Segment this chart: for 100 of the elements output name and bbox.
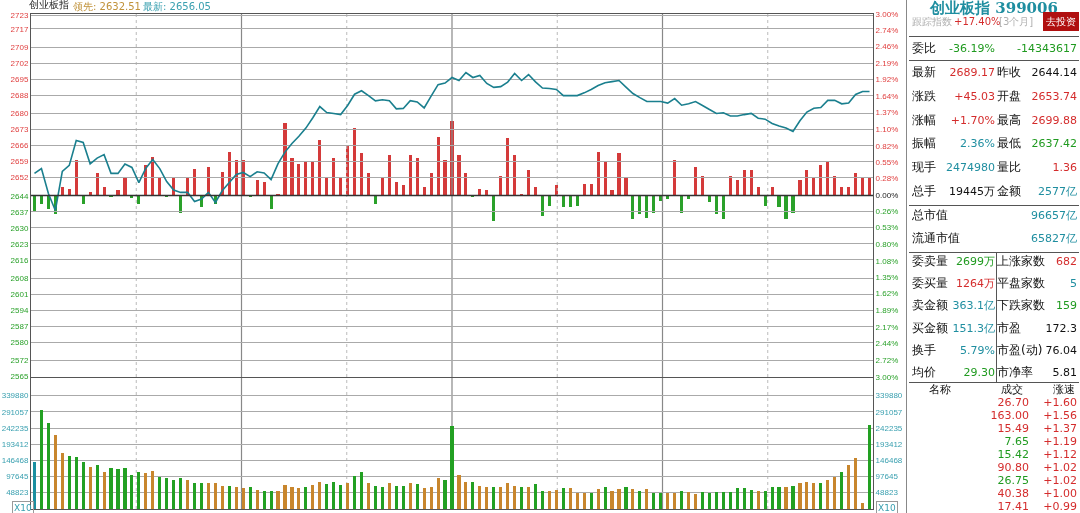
bar (457, 475, 461, 509)
bar (868, 425, 871, 509)
y-tick-label: 2608 (10, 274, 29, 283)
bar (353, 128, 356, 196)
y2-tick-label: 0.82% (875, 141, 899, 151)
bar (381, 487, 384, 509)
bar (771, 487, 774, 509)
bar (207, 483, 210, 509)
bar (576, 493, 579, 509)
bar (791, 196, 795, 213)
bar (137, 472, 140, 509)
bar (214, 483, 217, 509)
bar (722, 196, 725, 219)
y2-tick-label: 2.74% (875, 25, 899, 35)
text: 委比 (912, 41, 936, 55)
bar (374, 486, 377, 509)
y2-tick-label: 0.26% (875, 207, 899, 217)
bar (777, 196, 781, 207)
bar (562, 488, 565, 509)
bar (506, 483, 509, 509)
bar (631, 196, 634, 219)
text: 2.36% (960, 137, 995, 150)
bar (256, 490, 259, 509)
bar (604, 487, 607, 509)
bar (388, 155, 391, 196)
bar (172, 480, 175, 509)
bar (263, 491, 266, 509)
text: 委卖量 (912, 254, 948, 268)
bar (423, 488, 426, 509)
bar (590, 493, 593, 509)
bar (701, 492, 704, 509)
bar (61, 453, 64, 509)
bar (395, 486, 398, 509)
bar (617, 153, 621, 196)
text: 65827亿 (1031, 232, 1077, 245)
bar (416, 158, 419, 196)
y-tick-label: 2587 (10, 322, 29, 332)
y-tick-label: 291057 (1, 407, 29, 417)
text: 26.70 (997, 396, 1029, 409)
bar (193, 169, 196, 196)
y-tick-label: 2695 (10, 74, 29, 84)
bar (499, 487, 502, 509)
y2-tick-label: 1.64% (875, 92, 899, 102)
text: 昨收 (997, 65, 1021, 79)
bar (96, 465, 99, 509)
bar (701, 176, 704, 196)
bar (854, 173, 857, 196)
bar (819, 483, 822, 509)
bar (33, 462, 36, 509)
text: 涨幅 (912, 113, 936, 127)
bar (89, 467, 92, 509)
bar (645, 196, 648, 218)
bar (47, 196, 50, 209)
text: 最新 (912, 65, 936, 79)
y2-tick-label: 3.00% (875, 9, 899, 19)
bar (715, 196, 718, 214)
bar (687, 196, 690, 199)
y2-tick-label: 2.72% (875, 355, 899, 365)
bar (826, 162, 829, 196)
text: [3个月] (999, 15, 1034, 28)
bar (569, 488, 572, 509)
bar (270, 196, 273, 209)
text: 172.3 (1045, 322, 1077, 335)
bar (819, 165, 822, 196)
bar (137, 196, 140, 204)
bar (597, 152, 600, 196)
bar (235, 487, 238, 509)
y-tick-label: 2572 (10, 356, 29, 366)
bar (75, 160, 78, 196)
bar (75, 457, 78, 509)
bar (367, 173, 370, 196)
bar (513, 486, 516, 509)
y-tick-label: 2637 (10, 207, 29, 217)
bar (437, 137, 440, 196)
bar (297, 488, 300, 509)
text: 2699万 (956, 255, 995, 268)
bar (464, 482, 467, 509)
text: 下跌家数 (997, 298, 1045, 312)
text: 40.38 (997, 487, 1029, 500)
bar (443, 160, 447, 196)
y-tick-label: 2688 (10, 90, 29, 100)
bar (764, 491, 767, 509)
bar (339, 485, 342, 509)
bar (527, 487, 530, 509)
y-tick-label: 2594 (10, 306, 29, 316)
bar (798, 180, 802, 196)
bar (840, 472, 843, 509)
y2-tick-label: 0.00% (875, 191, 899, 201)
text: 76.04 (1045, 344, 1077, 357)
bar (179, 478, 182, 509)
bar (68, 456, 71, 509)
text: 卖金额 (912, 298, 948, 312)
bar (367, 483, 370, 509)
bar (777, 487, 781, 509)
bar (805, 170, 808, 196)
bar (443, 480, 447, 509)
bar (158, 477, 161, 509)
bar (513, 155, 516, 196)
bar (604, 162, 607, 196)
text: +17.40% (954, 16, 1001, 28)
